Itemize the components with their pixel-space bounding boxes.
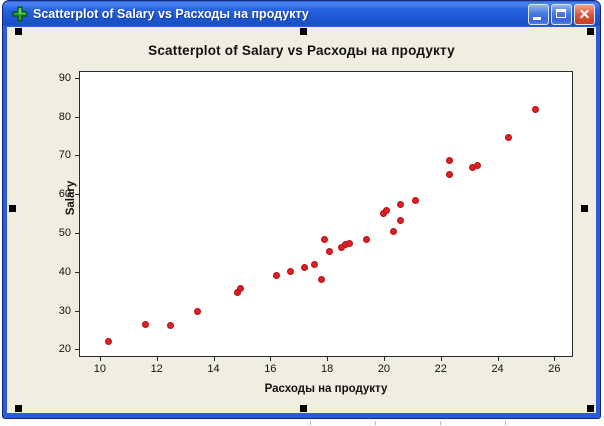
window-titlebar[interactable]: Scatterplot of Salary vs Расходы на прод… [3, 1, 600, 27]
x-tick-label: 22 [434, 363, 447, 375]
x-axis-label: Расходы на продукту [264, 383, 388, 395]
data-point[interactable] [104, 338, 112, 346]
data-point[interactable] [397, 201, 405, 209]
data-point[interactable] [326, 248, 334, 256]
data-point[interactable] [320, 236, 328, 244]
y-tick-label: 20 [58, 343, 71, 356]
resize-handle-bottom-center[interactable] [300, 405, 307, 412]
data-point[interactable] [236, 284, 244, 292]
data-point[interactable] [505, 134, 513, 142]
x-tick-label: 26 [548, 363, 561, 375]
minitab-graph-icon [12, 6, 28, 22]
x-tick-mark [270, 357, 272, 361]
data-point[interactable] [445, 171, 453, 179]
x-tick-label: 16 [264, 363, 277, 375]
ruler-tick [375, 421, 376, 425]
y-tick-label: 60 [58, 188, 71, 201]
maximize-button[interactable] [551, 3, 572, 25]
minimize-button[interactable] [528, 3, 549, 25]
x-tick-label: 20 [377, 363, 391, 375]
minimize-icon [533, 16, 541, 20]
resize-handle-mid-left[interactable] [9, 205, 16, 212]
data-point[interactable] [272, 272, 280, 280]
graph-window: Scatterplot of Salary vs Расходы на прод… [3, 1, 600, 418]
ruler-tick [310, 421, 311, 425]
close-button[interactable] [574, 3, 595, 25]
x-tick-label: 24 [491, 363, 504, 375]
y-tick-mark [75, 116, 79, 118]
resize-handle-bottom-right[interactable] [587, 405, 594, 412]
x-tick-label: 18 [321, 363, 334, 375]
y-tick-mark [75, 271, 79, 273]
y-tick-mark [75, 349, 79, 351]
x-tick-mark [383, 357, 385, 361]
y-tick-mark [75, 155, 79, 157]
data-point[interactable] [317, 276, 325, 284]
data-point[interactable] [383, 207, 391, 215]
x-tick-label: 10 [93, 363, 106, 375]
data-point[interactable] [363, 236, 371, 244]
data-point[interactable] [346, 239, 354, 247]
maximize-icon [556, 8, 566, 18]
background-area [0, 419, 604, 426]
data-point[interactable] [300, 263, 308, 271]
data-point[interactable] [167, 321, 175, 329]
y-tick-mark [75, 310, 79, 312]
data-point[interactable] [532, 105, 540, 113]
data-point[interactable] [310, 260, 318, 268]
data-point[interactable] [286, 267, 294, 275]
x-tick-mark [327, 357, 329, 361]
resize-handle-mid-right[interactable] [581, 205, 588, 212]
y-tick-label: 30 [58, 304, 71, 317]
x-tick-mark [554, 357, 556, 361]
data-point[interactable] [141, 320, 149, 328]
y-tick-mark [75, 77, 79, 79]
resize-handle-top-right[interactable] [587, 28, 594, 35]
data-point[interactable] [445, 157, 453, 165]
plot-area[interactable] [79, 71, 573, 357]
x-tick-mark [213, 357, 215, 361]
resize-handle-top-left[interactable] [15, 28, 22, 35]
ruler-tick [505, 421, 506, 425]
y-tick-label: 40 [58, 265, 71, 278]
data-point[interactable] [474, 161, 482, 169]
ruler-tick [440, 421, 441, 425]
chart-title: Scatterplot of Salary vs Расходы на прод… [148, 43, 455, 58]
y-tick-mark [75, 233, 79, 234]
y-tick-label: 90 [58, 71, 71, 84]
resize-handle-top-center[interactable] [300, 28, 307, 35]
y-tick-label: 80 [58, 110, 71, 123]
x-tick-mark [440, 357, 442, 361]
x-tick-label: 14 [207, 363, 220, 375]
window-title: Scatterplot of Salary vs Расходы на прод… [33, 7, 309, 21]
x-tick-label: 12 [150, 363, 163, 375]
data-point[interactable] [194, 307, 202, 315]
y-tick-mark [75, 194, 79, 196]
data-point[interactable] [397, 216, 405, 224]
resize-handle-bottom-left[interactable] [15, 405, 22, 412]
x-tick-mark [99, 357, 101, 361]
x-tick-mark [156, 357, 158, 361]
y-tick-label: 50 [58, 227, 71, 239]
graph-region[interactable]: Scatterplot of Salary vs Расходы на прод… [7, 27, 596, 413]
x-tick-mark [497, 357, 499, 361]
data-point[interactable] [390, 227, 398, 235]
data-point[interactable] [411, 196, 419, 204]
y-tick-label: 70 [58, 149, 71, 162]
